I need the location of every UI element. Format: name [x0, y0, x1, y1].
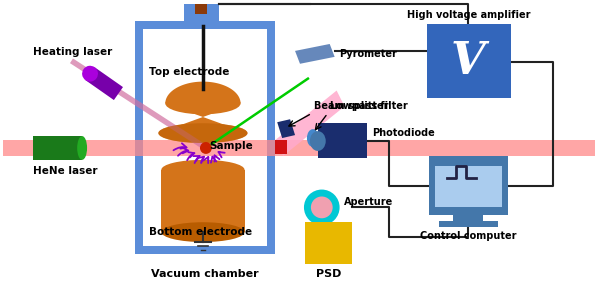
Text: Lowpass filter: Lowpass filter [329, 101, 407, 111]
Bar [453, 214, 483, 223]
Text: PSD: PSD [316, 269, 341, 279]
Ellipse shape [77, 136, 87, 160]
Bar [33, 136, 82, 160]
Ellipse shape [304, 190, 340, 225]
Ellipse shape [165, 92, 240, 114]
Polygon shape [277, 119, 295, 138]
Text: V: V [451, 40, 486, 83]
Bar [3, 140, 595, 156]
Bar [435, 166, 502, 207]
Bar [318, 123, 367, 158]
Bar [135, 21, 142, 254]
Bar [267, 21, 275, 254]
Polygon shape [295, 44, 335, 64]
Ellipse shape [307, 129, 319, 147]
Bar [427, 24, 511, 98]
Ellipse shape [161, 160, 245, 180]
Text: Vacuum chamber: Vacuum chamber [151, 269, 259, 279]
Bar [429, 156, 508, 215]
Ellipse shape [310, 131, 326, 151]
Text: Bottom electrode: Bottom electrode [150, 227, 252, 237]
Text: Photodiode: Photodiode [373, 128, 435, 138]
Ellipse shape [82, 66, 98, 82]
Ellipse shape [158, 123, 248, 143]
Ellipse shape [158, 123, 248, 143]
Text: Pyrometer: Pyrometer [340, 49, 398, 59]
Text: Top electrode: Top electrode [150, 67, 230, 77]
Bar [135, 246, 275, 254]
Bar [275, 140, 287, 154]
Bar [305, 222, 352, 264]
Bar [86, 67, 123, 100]
Bar [161, 170, 245, 232]
Bar [184, 4, 219, 26]
Bar [195, 4, 207, 14]
Ellipse shape [311, 196, 332, 218]
Polygon shape [158, 82, 248, 133]
Text: Aperture: Aperture [344, 198, 393, 207]
Ellipse shape [200, 142, 212, 154]
Bar [439, 221, 498, 227]
Polygon shape [275, 90, 344, 156]
Bar [135, 21, 275, 29]
Ellipse shape [161, 222, 245, 242]
Text: Sample: Sample [209, 141, 252, 151]
Text: Beam splitter: Beam splitter [314, 101, 388, 111]
Text: Heating laser: Heating laser [33, 47, 112, 57]
Text: Control computer: Control computer [420, 231, 517, 241]
Text: High voltage amplifier: High voltage amplifier [407, 10, 530, 20]
Text: HeNe laser: HeNe laser [33, 166, 97, 176]
